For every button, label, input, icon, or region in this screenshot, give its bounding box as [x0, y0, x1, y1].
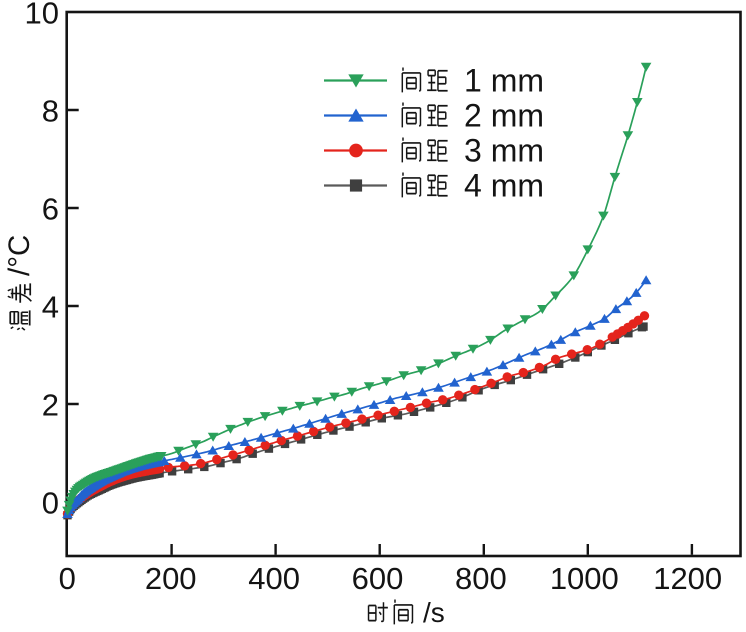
- svg-text:800: 800: [455, 561, 507, 596]
- svg-text:8: 8: [42, 94, 59, 129]
- svg-text:3 mm: 3 mm: [464, 133, 544, 169]
- svg-text:2 mm: 2 mm: [464, 98, 544, 134]
- svg-text:10: 10: [25, 0, 59, 31]
- svg-text:1200: 1200: [653, 561, 722, 596]
- svg-text:0: 0: [42, 486, 59, 521]
- svg-text:6: 6: [42, 192, 59, 227]
- svg-text:0: 0: [59, 561, 76, 596]
- svg-text:/°C: /°C: [3, 235, 36, 276]
- svg-text:1000: 1000: [550, 561, 619, 596]
- svg-text:600: 600: [352, 561, 404, 596]
- svg-text:400: 400: [248, 561, 300, 596]
- svg-text:4: 4: [42, 290, 59, 325]
- svg-text:4 mm: 4 mm: [464, 168, 544, 204]
- svg-text:200: 200: [145, 561, 197, 596]
- svg-text:1 mm: 1 mm: [464, 63, 544, 99]
- svg-text:2: 2: [42, 388, 59, 423]
- svg-text:/s: /s: [423, 597, 445, 627]
